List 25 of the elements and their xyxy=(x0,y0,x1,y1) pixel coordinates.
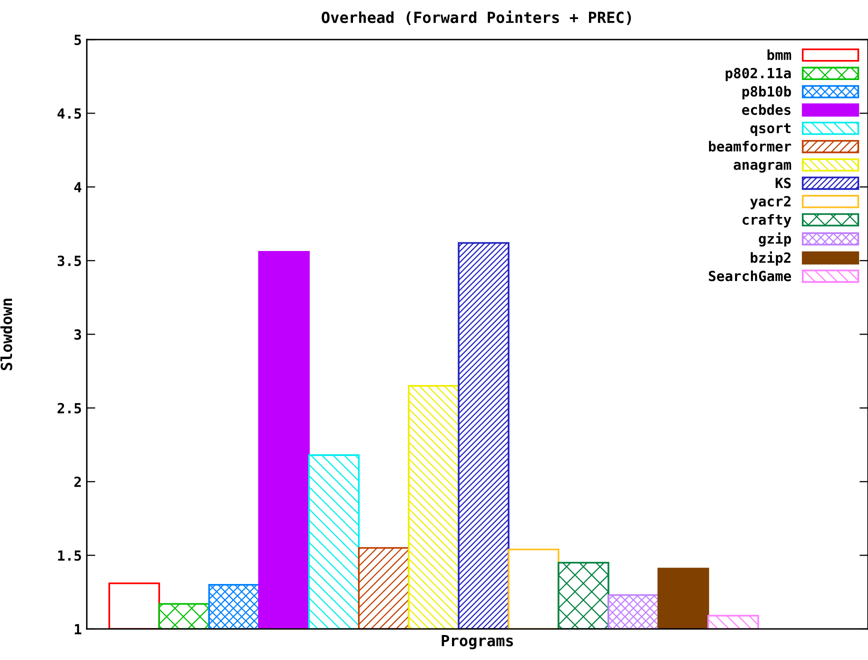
y-tick-label: 1.5 xyxy=(58,550,81,561)
x-axis-title: Programs xyxy=(442,635,513,650)
y-tick-label: 2 xyxy=(74,476,81,487)
legend-label: crafty xyxy=(742,214,792,228)
y-tick-label: 5 xyxy=(74,34,81,46)
legend-label: ecbdes xyxy=(742,104,790,115)
legend-label: p8b10b xyxy=(742,86,792,100)
y-tick-label: 3.5 xyxy=(58,256,81,266)
y-tick-label: 1 xyxy=(74,624,82,634)
legend-label: bzip2 xyxy=(750,251,790,266)
legend-label: p802.11a xyxy=(726,68,791,82)
legend-label: beamformer xyxy=(709,140,792,152)
chart-title: Overhead (Forward Pointers + PREC) xyxy=(322,10,631,25)
legend-label: anagram xyxy=(734,162,792,173)
y-tick-label: 4.5 xyxy=(58,108,81,119)
y-axis-title: Slowdown xyxy=(0,298,12,370)
y-tick-label: 2.5 xyxy=(58,402,81,414)
legend-label: gzip xyxy=(758,232,791,247)
legend-label: SearchGame xyxy=(708,270,792,282)
legend-label: bmm xyxy=(768,49,792,60)
legend-label: yacr2 xyxy=(750,196,790,210)
legend-label: qsort xyxy=(750,123,791,136)
legend-label: KS xyxy=(776,178,791,188)
y-tick-label: 4 xyxy=(74,182,82,192)
y-tick-label: 3 xyxy=(74,329,82,340)
